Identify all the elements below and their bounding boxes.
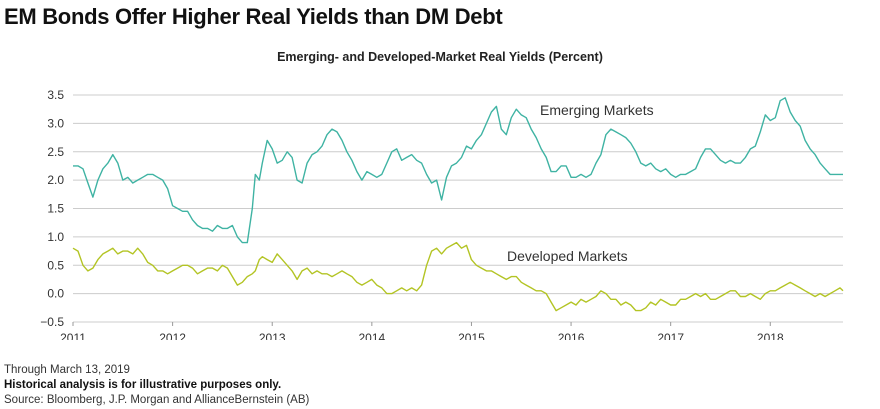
y-tick-label: 0.5 [47,258,64,272]
series-lines [72,97,844,312]
y-axis-ticks: 3.5 3.0 2.5 2.0 1.5 1.0 0.5 0.0 −0.5 [40,88,64,329]
x-tick-label: 2016 [558,331,585,340]
line-chart: 3.53.02.52.01.51.00.50.0−0.5 2011 2012 201… [40,88,844,340]
y-tick-label: 2.5 [47,145,64,159]
x-tick-label: 2014 [358,331,385,340]
source-note: Source: Bloomberg, J.P. Morgan and Allia… [4,394,310,406]
x-tick-label: 2012 [159,331,186,340]
y-tick-label: 2.0 [47,173,64,187]
series-line-emerging [73,97,843,244]
y-tick-label: 0.0 [47,287,64,301]
x-tick-label: 2013 [259,331,286,340]
x-tick-label: 2015 [458,331,485,340]
date-note: Through March 13, 2019 [4,364,130,376]
x-tick-label: 2011 [60,331,86,340]
series-label-developed: Developed Markets [507,248,628,264]
y-tick-label: 3.0 [47,116,64,130]
series-label-emerging: Emerging Markets [540,102,654,118]
chart-title: Emerging- and Developed-Market Real Yiel… [277,50,603,64]
gridlines [73,94,843,323]
x-tick-label: 2017 [657,331,684,340]
x-tick-label: 2018 [757,331,784,340]
x-axis-ticks: 2011 2012 2013 2014 2015 2016 2017 2018 [60,322,784,340]
y-tick-label: 1.5 [47,202,64,216]
page-title: EM Bonds Offer Higher Real Yields than D… [4,4,503,29]
y-tick-label: −0.5 [40,315,64,329]
y-tick-label: 3.5 [47,88,64,102]
disclaimer: Historical analysis is for illustrative … [4,379,282,391]
y-tick-label: 1.0 [47,230,64,244]
series-line-developed [72,241,844,312]
